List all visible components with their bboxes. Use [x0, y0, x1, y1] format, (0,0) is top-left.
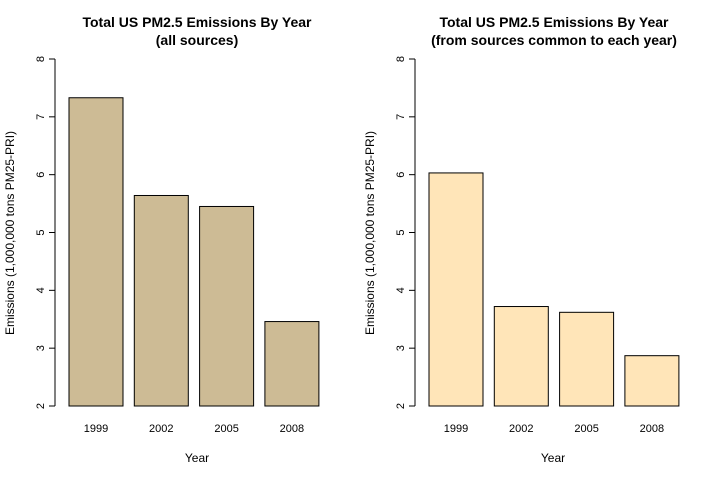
- y-tick-label: 7: [395, 114, 407, 120]
- bar-group: [428, 172, 680, 407]
- x-tick-label: 1999: [84, 423, 108, 435]
- x-tick-label: 2005: [574, 423, 598, 435]
- chart-subtitle: (from sources common to each year): [431, 32, 677, 48]
- y-tick-label: 4: [35, 287, 47, 293]
- y-tick-label: 7: [35, 114, 47, 120]
- chart-title: Total US PM2.5 Emissions By Year: [439, 14, 669, 30]
- y-axis-label: Emissions (1,000,000 tons PM25-PRI): [3, 131, 17, 335]
- y-tick-label: 6: [395, 172, 407, 178]
- chart-panel-all-sources: Total US PM2.5 Emissions By Year (all so…: [3, 14, 320, 465]
- x-tick-label: 2002: [509, 423, 533, 435]
- bar-2005: [559, 311, 615, 407]
- y-tick-label: 2: [395, 403, 407, 409]
- y-axis: 2 3 4 5 6 7 8: [395, 56, 416, 409]
- bar-2005: [199, 205, 255, 407]
- x-tick-label: 2008: [640, 423, 664, 435]
- x-axis-label: Year: [541, 451, 565, 465]
- bar-2008: [624, 355, 680, 407]
- x-axis-label: Year: [185, 451, 209, 465]
- y-axis-label: Emissions (1,000,000 tons PM25-PRI): [363, 131, 377, 335]
- chart-title: Total US PM2.5 Emissions By Year: [82, 14, 312, 30]
- chart-panel-common-sources: Total US PM2.5 Emissions By Year (from s…: [363, 14, 680, 465]
- bar-2002: [493, 306, 549, 407]
- x-tick-label: 1999: [444, 423, 468, 435]
- bar-1999: [428, 172, 484, 407]
- x-tick-label: 2002: [149, 423, 173, 435]
- bar-1999: [68, 97, 124, 407]
- y-axis: 2 3 4 5 6 7 8: [35, 56, 56, 409]
- y-tick-label: 2: [35, 403, 47, 409]
- bar-2002: [133, 194, 189, 407]
- x-axis-tick-labels: 1999 2002 2005 2008: [444, 423, 664, 435]
- y-tick-label: 8: [395, 56, 407, 62]
- y-tick-label: 6: [35, 172, 47, 178]
- chart-subtitle: (all sources): [156, 32, 238, 48]
- y-tick-label: 3: [35, 345, 47, 351]
- bar-2008: [264, 321, 320, 407]
- y-tick-label: 4: [395, 287, 407, 293]
- y-tick-label: 8: [35, 56, 47, 62]
- y-tick-label: 3: [395, 345, 407, 351]
- y-tick-label: 5: [35, 229, 47, 235]
- x-tick-label: 2005: [214, 423, 238, 435]
- y-tick-label: 5: [395, 229, 407, 235]
- x-axis-tick-labels: 1999 2002 2005 2008: [84, 423, 304, 435]
- x-tick-label: 2008: [280, 423, 304, 435]
- bar-group: [68, 97, 320, 407]
